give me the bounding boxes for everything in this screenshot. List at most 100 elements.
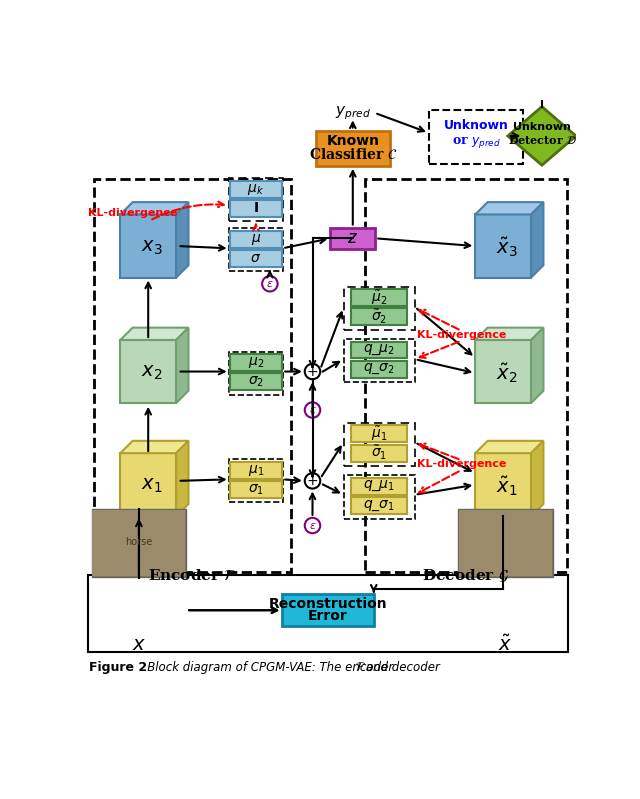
Text: $\tilde{x}$: $\tilde{x}$ bbox=[499, 635, 513, 655]
Text: +: + bbox=[307, 364, 318, 379]
Circle shape bbox=[305, 364, 320, 380]
Circle shape bbox=[305, 473, 320, 488]
Polygon shape bbox=[508, 106, 576, 165]
Text: $\epsilon$: $\epsilon$ bbox=[308, 520, 316, 531]
Bar bbox=[94, 179, 291, 572]
Polygon shape bbox=[120, 441, 189, 453]
Bar bbox=[230, 181, 282, 197]
Polygon shape bbox=[120, 453, 176, 516]
Text: Detector $\mathcal{D}$: Detector $\mathcal{D}$ bbox=[508, 133, 576, 145]
Bar bbox=[282, 594, 374, 626]
Polygon shape bbox=[531, 202, 543, 277]
Text: Classifier $\mathcal{C}$: Classifier $\mathcal{C}$ bbox=[308, 147, 397, 162]
Text: Known: Known bbox=[326, 133, 380, 148]
Text: $\tilde{\sigma}_2$: $\tilde{\sigma}_2$ bbox=[371, 308, 387, 326]
Bar bbox=[351, 445, 407, 462]
Bar bbox=[230, 481, 282, 498]
Bar bbox=[229, 178, 283, 221]
Polygon shape bbox=[476, 328, 543, 340]
Polygon shape bbox=[120, 340, 176, 403]
Polygon shape bbox=[176, 202, 189, 277]
Bar bbox=[351, 478, 407, 495]
Text: $y_{pred}$: $y_{pred}$ bbox=[335, 104, 371, 121]
Text: KL-divergence: KL-divergence bbox=[417, 329, 506, 340]
Text: $x_1$: $x_1$ bbox=[141, 477, 163, 495]
Bar bbox=[230, 462, 282, 479]
Bar bbox=[229, 352, 283, 395]
Text: KL-divergence: KL-divergence bbox=[88, 208, 177, 218]
Text: Unknown: Unknown bbox=[513, 121, 571, 132]
Polygon shape bbox=[531, 441, 543, 516]
Text: $\epsilon$: $\epsilon$ bbox=[266, 279, 274, 288]
Bar bbox=[230, 250, 282, 267]
Text: KL-divergence: KL-divergence bbox=[417, 459, 506, 469]
Polygon shape bbox=[476, 202, 543, 214]
Text: Error: Error bbox=[308, 610, 348, 623]
Text: $q\_\mu_2$: $q\_\mu_2$ bbox=[364, 343, 395, 357]
Bar bbox=[230, 354, 282, 371]
Polygon shape bbox=[476, 441, 543, 453]
Polygon shape bbox=[531, 328, 543, 403]
Text: $\epsilon$: $\epsilon$ bbox=[308, 405, 316, 415]
Text: Block diagram of CPGM-VAE: The encoder: Block diagram of CPGM-VAE: The encoder bbox=[136, 662, 397, 674]
Bar bbox=[344, 287, 415, 330]
Polygon shape bbox=[176, 441, 189, 516]
Text: $\tilde{x}_1$: $\tilde{x}_1$ bbox=[496, 475, 518, 498]
Text: $\mu_k$: $\mu_k$ bbox=[248, 181, 264, 197]
Bar bbox=[344, 475, 415, 519]
Text: $\tilde{\sigma}_1$: $\tilde{\sigma}_1$ bbox=[371, 444, 387, 462]
Text: $\mathcal{F}$: $\mathcal{F}$ bbox=[355, 662, 366, 674]
Bar bbox=[92, 510, 186, 577]
Text: $\mathbf{I}$: $\mathbf{I}$ bbox=[253, 201, 259, 215]
Text: $\tilde{x}_3$: $\tilde{x}_3$ bbox=[496, 236, 518, 260]
Text: +: + bbox=[307, 474, 318, 488]
Bar bbox=[230, 373, 282, 390]
Polygon shape bbox=[476, 214, 531, 277]
Bar bbox=[351, 425, 407, 443]
Bar bbox=[459, 510, 552, 576]
Text: $x$: $x$ bbox=[132, 636, 146, 654]
Polygon shape bbox=[476, 340, 531, 403]
Text: or $y_{pred}$: or $y_{pred}$ bbox=[452, 134, 500, 149]
Text: Decoder $\mathcal{G}$: Decoder $\mathcal{G}$ bbox=[422, 567, 509, 584]
Text: $q\_\sigma_1$: $q\_\sigma_1$ bbox=[364, 499, 395, 513]
Polygon shape bbox=[120, 214, 176, 277]
Polygon shape bbox=[120, 202, 189, 214]
Text: $\tilde{\mu}_2$: $\tilde{\mu}_2$ bbox=[371, 288, 387, 307]
Text: $\sigma_2$: $\sigma_2$ bbox=[248, 375, 264, 389]
Text: $\tilde{x}_2$: $\tilde{x}_2$ bbox=[496, 361, 518, 385]
Bar bbox=[229, 229, 283, 272]
Text: $\sigma$: $\sigma$ bbox=[250, 252, 262, 265]
Bar bbox=[344, 423, 415, 467]
Text: $\tilde{\mu}_1$: $\tilde{\mu}_1$ bbox=[371, 424, 387, 443]
Text: and decoder: and decoder bbox=[362, 662, 440, 674]
Text: Reconstruction: Reconstruction bbox=[269, 597, 387, 611]
Text: $\mu_2$: $\mu_2$ bbox=[248, 355, 264, 370]
Text: horse: horse bbox=[125, 538, 152, 547]
Text: $x_3$: $x_3$ bbox=[141, 238, 163, 256]
Text: $\mu$: $\mu$ bbox=[251, 232, 261, 247]
Bar bbox=[230, 200, 282, 217]
Bar bbox=[351, 497, 407, 514]
Bar bbox=[316, 130, 390, 166]
Text: $\mu_1$: $\mu_1$ bbox=[248, 463, 264, 478]
Text: Unknown: Unknown bbox=[444, 118, 508, 132]
Text: Encoder $\mathcal{F}$: Encoder $\mathcal{F}$ bbox=[148, 568, 237, 583]
Bar bbox=[351, 361, 407, 378]
Bar bbox=[351, 289, 407, 306]
Bar bbox=[429, 109, 524, 164]
Bar bbox=[458, 510, 553, 577]
Bar bbox=[351, 341, 407, 359]
Bar bbox=[92, 510, 186, 576]
Bar bbox=[351, 308, 407, 325]
Polygon shape bbox=[476, 453, 531, 516]
Text: $z$: $z$ bbox=[348, 230, 358, 247]
Polygon shape bbox=[120, 328, 189, 340]
Text: $\sigma_1$: $\sigma_1$ bbox=[248, 482, 264, 496]
Bar bbox=[229, 459, 283, 503]
Text: $q\_\mu_1$: $q\_\mu_1$ bbox=[364, 479, 395, 494]
Bar bbox=[88, 574, 568, 652]
Bar bbox=[344, 340, 415, 382]
Text: $x_2$: $x_2$ bbox=[141, 364, 163, 382]
Bar bbox=[230, 231, 282, 248]
